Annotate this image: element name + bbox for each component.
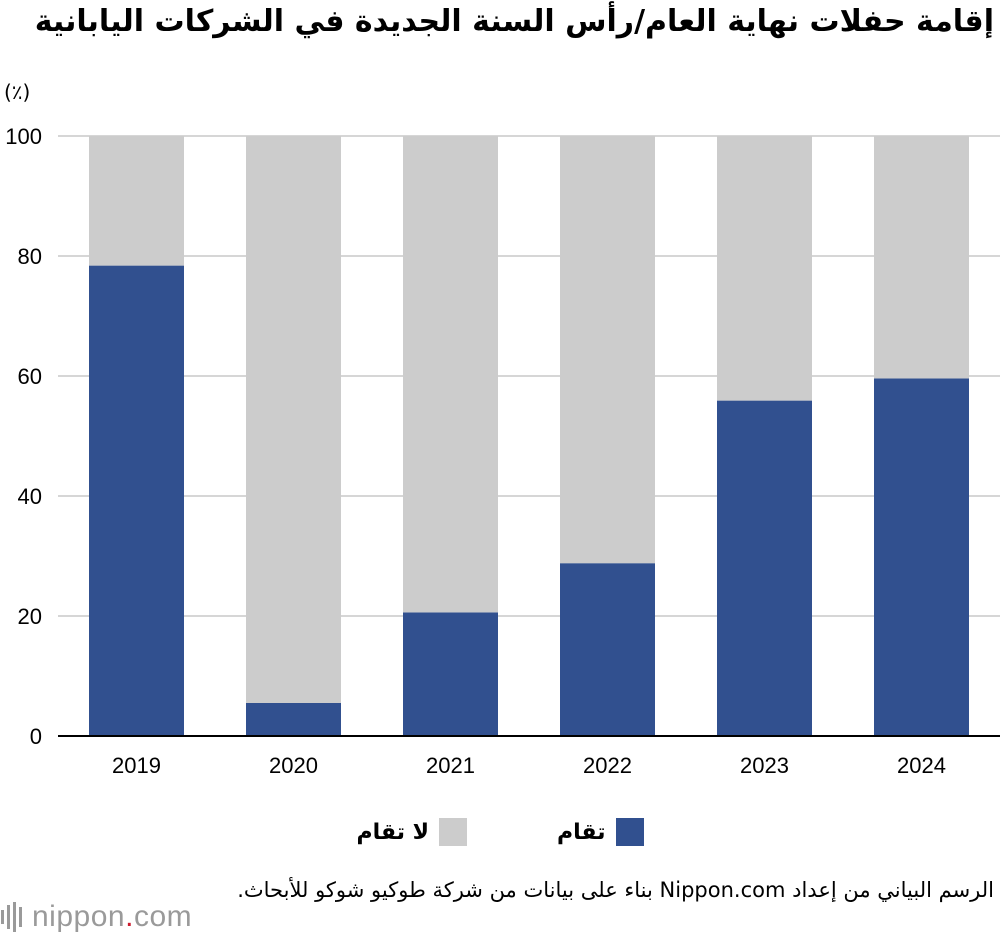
y-tick-label-60: 60 — [18, 364, 42, 389]
legend-label-held: تقام — [557, 819, 606, 845]
bar-2023-not-held — [717, 136, 812, 401]
bar-2023-held — [717, 400, 812, 736]
x-tick-label-2021: 2021 — [426, 753, 475, 778]
bar-chart: 0 20 40 60 80 100 2019 2020 2021 2022 2023 2024 — [5, 124, 1000, 778]
bar-2022-held — [560, 563, 655, 736]
x-tick-label-2019: 2019 — [112, 753, 161, 778]
nippon-logo: nippon.com — [0, 900, 192, 934]
legend-item-not-held: لا تقام — [357, 818, 468, 846]
y-tick-label-80: 80 — [18, 244, 42, 269]
chart-legend: تقام لا تقام — [0, 818, 1000, 846]
chart-title: إقامة حفلات نهاية العام/رأس السنة الجديد… — [34, 4, 994, 39]
bar-2020-held — [246, 703, 341, 736]
y-tick-label-100: 100 — [5, 124, 42, 149]
x-tick-label-2023: 2023 — [740, 753, 789, 778]
bar-2021-held — [403, 612, 498, 736]
x-tick-label-2020: 2020 — [269, 753, 318, 778]
legend-item-held: تقام — [557, 818, 644, 846]
logo-mark-icon — [1, 902, 22, 932]
source-note: الرسم البياني من إعداد Nippon.com بناء ع… — [237, 878, 994, 902]
legend-swatch-held — [615, 818, 644, 846]
bar-2020-not-held — [246, 136, 341, 703]
legend-label-not-held: لا تقام — [356, 819, 430, 845]
x-tick-label-2022: 2022 — [583, 753, 632, 778]
logo-text: nippon.com — [32, 900, 193, 933]
y-tick-label-0: 0 — [30, 724, 42, 749]
y-axis-unit: (٪) — [4, 80, 31, 104]
legend-swatch-not-held — [439, 818, 468, 846]
bar-2024-held — [874, 378, 969, 736]
bar-2022-not-held — [560, 136, 655, 564]
y-tick-label-40: 40 — [18, 484, 42, 509]
bar-2021-not-held — [403, 136, 498, 613]
x-tick-label-2024: 2024 — [897, 753, 946, 778]
y-tick-label-20: 20 — [18, 604, 42, 629]
bar-2019-not-held — [89, 136, 184, 266]
bar-2019-held — [89, 265, 184, 736]
bar-2024-not-held — [874, 136, 969, 379]
